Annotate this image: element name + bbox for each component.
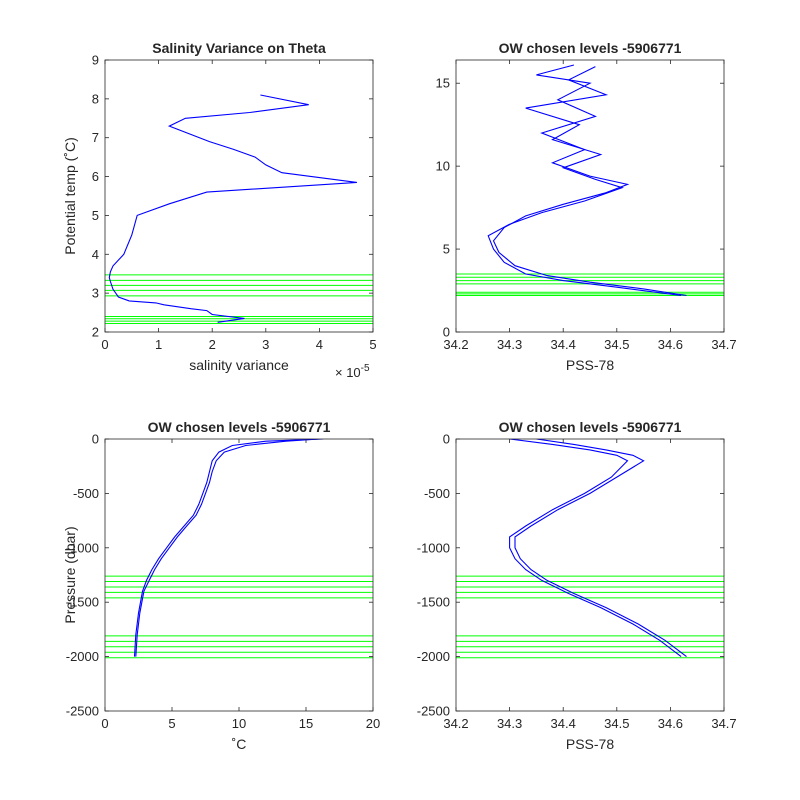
y-tick-label: 10 (436, 159, 450, 174)
x-tick-label: 0 (101, 716, 108, 731)
plot-area (105, 94, 373, 324)
series-line-2 (514, 439, 687, 658)
y-tick-label: 0 (443, 325, 450, 340)
y-tick-label: 4 (92, 247, 99, 262)
y-tick-label: 5 (92, 208, 99, 223)
chart-title: OW chosen levels -5906771 (148, 419, 331, 435)
x-tick-label: 34.3 (497, 716, 522, 731)
axes-frame (104, 438, 374, 712)
y-tick-label: 8 (92, 91, 99, 106)
series-line-1 (133, 439, 324, 657)
plot-area (105, 439, 373, 659)
x-tick-label: 34.7 (711, 716, 736, 731)
y-axis-label: Pressure (dbar) (62, 526, 78, 623)
x-tick-label: 5 (168, 716, 175, 731)
x-tick-label: 34.6 (658, 337, 683, 352)
y-tick-label: -2000 (66, 649, 99, 664)
x-axis-label: salinity variance (189, 357, 289, 373)
x-tick-label: 0 (101, 337, 108, 352)
x-tick-label: 34.5 (604, 716, 629, 731)
chart-panel-1: 0 1 2 3 4 5 2 3 4 5 6 7 8 9 Salinity Variance on Theta… (62, 40, 377, 380)
x-tick-label: 34.6 (658, 716, 683, 731)
x-tick-label: 20 (366, 716, 380, 731)
y-tick-label: 5 (443, 242, 450, 257)
chart-panel-4: 34.2 34.3 34.4 34.5 34.6 34.7 0 -500 -1000 -1500 -… (417, 419, 737, 752)
x-tick-label: 5 (369, 337, 376, 352)
x-tick-label: 3 (262, 337, 269, 352)
chart-panel-3: 0 5 10 15 20 0 -500 -1000 -1500 -2000 -2500 OW chos… (62, 419, 380, 752)
y-axis-label: Potential temp (˚C) (62, 137, 78, 254)
x-tick-label: 1 (155, 337, 162, 352)
chart-title: OW chosen levels -5906771 (499, 419, 682, 435)
x-tick-label: 34.2 (443, 716, 468, 731)
axes-frame (455, 438, 725, 712)
x-axis-label: ˚C (232, 736, 247, 752)
axes-frame (455, 59, 725, 333)
x-tick-label: 15 (299, 716, 313, 731)
x-tick-label: 10 (232, 716, 246, 731)
y-tick-label: -2000 (417, 649, 450, 664)
y-tick-label: 15 (436, 76, 450, 91)
x-tick-label: 4 (316, 337, 323, 352)
series-line-1 (509, 439, 682, 658)
y-tick-label: -1000 (417, 540, 450, 555)
series-line-2 (487, 66, 682, 297)
y-tick-label: -1500 (417, 595, 450, 610)
x-axis-label: PSS-78 (566, 357, 614, 373)
series-line-1 (492, 64, 687, 297)
y-tick-label: 2 (92, 325, 99, 340)
x-tick-label: 34.4 (551, 337, 576, 352)
y-tick-label: -500 (424, 486, 450, 501)
y-tick-label: 6 (92, 169, 99, 184)
chart-title: OW chosen levels -5906771 (499, 40, 682, 56)
y-tick-label: -2500 (66, 704, 99, 719)
x-tick-label: 34.5 (604, 337, 629, 352)
axes-frame (104, 59, 374, 333)
x-tick-label: 34.7 (711, 337, 736, 352)
x-tick-label: 2 (209, 337, 216, 352)
y-tick-label: 9 (92, 53, 99, 68)
x-tick-label: 34.4 (551, 716, 576, 731)
y-tick-label: -1500 (66, 595, 99, 610)
series-line-2 (135, 439, 320, 657)
x-tick-label: 34.3 (497, 337, 522, 352)
x-tick-label: 34.2 (443, 337, 468, 352)
y-tick-label: -2500 (417, 704, 450, 719)
y-tick-label: 0 (443, 432, 450, 447)
x-exponent-label: × 10-5 (335, 363, 370, 380)
plot-area (456, 64, 724, 297)
y-tick-label: 0 (92, 432, 99, 447)
x-axis-label: PSS-78 (566, 736, 614, 752)
chart-title: Salinity Variance on Theta (152, 40, 326, 56)
y-tick-label: 7 (92, 130, 99, 145)
y-tick-label: -1000 (66, 540, 99, 555)
series-line-1 (108, 94, 357, 323)
chart-panel-2: 34.2 34.3 34.4 34.5 34.6 34.7 0 5 10 15 OW chosen … (436, 40, 737, 373)
plot-area (456, 439, 724, 659)
y-tick-label: -500 (73, 486, 99, 501)
y-tick-label: 3 (92, 286, 99, 301)
